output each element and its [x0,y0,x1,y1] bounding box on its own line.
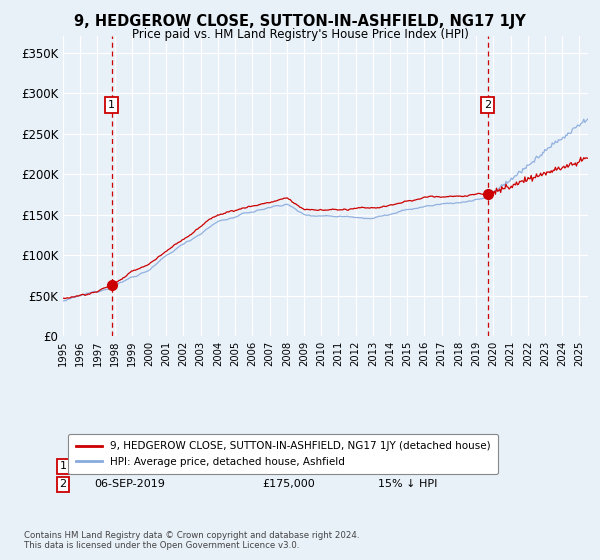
Text: 15% ↓ HPI: 15% ↓ HPI [378,479,437,489]
Text: 24-OCT-1997: 24-OCT-1997 [95,461,167,472]
Text: 9, HEDGEROW CLOSE, SUTTON-IN-ASHFIELD, NG17 1JY: 9, HEDGEROW CLOSE, SUTTON-IN-ASHFIELD, N… [74,14,526,29]
Text: £63,500: £63,500 [263,461,308,472]
Text: 2: 2 [484,100,491,110]
Text: Price paid vs. HM Land Registry's House Price Index (HPI): Price paid vs. HM Land Registry's House … [131,28,469,41]
Text: 2: 2 [59,479,67,489]
Text: 1: 1 [59,461,67,472]
Legend: 9, HEDGEROW CLOSE, SUTTON-IN-ASHFIELD, NG17 1JY (detached house), HPI: Average p: 9, HEDGEROW CLOSE, SUTTON-IN-ASHFIELD, N… [68,434,498,474]
Text: 7% ↑ HPI: 7% ↑ HPI [378,461,431,472]
Text: Contains HM Land Registry data © Crown copyright and database right 2024.
This d: Contains HM Land Registry data © Crown c… [24,530,359,550]
Text: £175,000: £175,000 [263,479,315,489]
Text: 1: 1 [108,100,115,110]
Text: 06-SEP-2019: 06-SEP-2019 [95,479,166,489]
